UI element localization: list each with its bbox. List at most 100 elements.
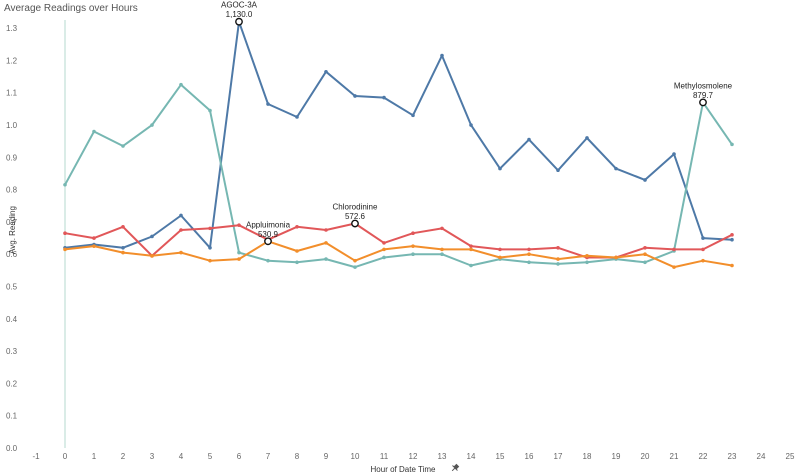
- x-tick-label: 9: [324, 452, 329, 461]
- data-point: [92, 244, 96, 248]
- data-point: [614, 255, 618, 260]
- x-tick-label: 3: [150, 452, 155, 461]
- data-point: [411, 231, 415, 236]
- x-tick-label: 11: [380, 452, 389, 461]
- x-tick-label: 5: [208, 452, 213, 461]
- data-point: [730, 237, 734, 242]
- data-point: [643, 178, 647, 182]
- y-tick-label: 1.1: [6, 89, 18, 98]
- x-tick-label: 25: [786, 452, 795, 461]
- data-point: [527, 252, 531, 257]
- data-point: [643, 260, 647, 265]
- pin-icon: [451, 463, 460, 472]
- x-tick-label: 1: [92, 452, 97, 461]
- data-point: [672, 247, 676, 252]
- data-point: [556, 262, 560, 266]
- data-point: [498, 255, 502, 260]
- data-point: [179, 213, 183, 218]
- data-point: [672, 265, 676, 269]
- data-point: [411, 113, 415, 118]
- x-tick-label: 23: [728, 452, 737, 461]
- y-tick-label: 0.7: [6, 218, 18, 227]
- data-point: [324, 257, 328, 261]
- data-point: [179, 82, 183, 87]
- x-tick-label: 14: [467, 452, 476, 461]
- y-tick-label: 0.8: [6, 186, 18, 195]
- y-tick-label: 0.6: [6, 250, 18, 259]
- data-point: [295, 115, 299, 119]
- data-point: [614, 166, 618, 171]
- y-axis-label: Avg. Reading: [8, 206, 17, 254]
- data-point: [237, 250, 241, 255]
- annotation-value: 1,130.0: [226, 10, 253, 19]
- data-point: [585, 260, 589, 265]
- annotation-value: 572.6: [345, 212, 366, 221]
- y-tick-label: 1.0: [6, 121, 18, 130]
- data-point: [440, 252, 444, 257]
- x-tick-label: 19: [612, 452, 621, 461]
- data-point: [643, 245, 647, 250]
- x-tick-label: 6: [237, 452, 242, 461]
- y-tick-label: 1.3: [6, 24, 18, 33]
- data-point: [556, 245, 560, 250]
- data-point: [701, 236, 705, 240]
- series-line-0: [64, 20, 733, 249]
- x-tick-label: -1: [32, 452, 40, 461]
- data-point: [208, 258, 212, 263]
- data-point: [527, 247, 531, 252]
- x-tick-label: 2: [121, 452, 126, 461]
- data-point: [63, 247, 67, 252]
- data-point: [440, 226, 444, 231]
- annotation-value: 879.7: [693, 91, 714, 100]
- annotation-name: Methylosmolene: [674, 81, 733, 90]
- x-tick-label: 0: [63, 452, 68, 461]
- annotation-name: Chlorodinine: [333, 203, 378, 212]
- data-point: [121, 144, 125, 148]
- y-tick-label: 0.3: [6, 347, 18, 356]
- series-line-1: [64, 83, 733, 269]
- data-point: [266, 258, 270, 263]
- y-tick-label: 0.4: [6, 315, 18, 324]
- data-point: [92, 129, 96, 134]
- y-tick-label: 0.1: [6, 412, 18, 421]
- data-point: [208, 245, 212, 250]
- annotation-marker: [699, 98, 707, 107]
- data-point: [179, 228, 183, 232]
- annotation-name: Appluimonia: [246, 220, 291, 229]
- data-point: [63, 231, 67, 236]
- data-point: [121, 245, 125, 250]
- data-point: [440, 53, 444, 58]
- data-point: [585, 136, 589, 140]
- data-point: [150, 234, 154, 239]
- data-point: [63, 182, 67, 187]
- x-tick-label: 15: [496, 452, 505, 461]
- data-point: [411, 252, 415, 257]
- data-point: [730, 142, 734, 147]
- series-line-2: [64, 222, 733, 259]
- data-point: [353, 258, 357, 263]
- data-point: [121, 224, 125, 229]
- data-point: [672, 152, 676, 156]
- annotation-marker: [264, 237, 272, 246]
- annotation-marker: [235, 17, 243, 26]
- data-point: [353, 94, 357, 98]
- x-tick-label: 16: [525, 452, 534, 461]
- data-point: [382, 247, 386, 252]
- series-line-3: [64, 240, 733, 269]
- data-point: [411, 244, 415, 248]
- data-point: [382, 95, 386, 100]
- data-point: [324, 241, 328, 245]
- data-point: [556, 168, 560, 173]
- data-point: [150, 123, 154, 127]
- annotation-marker: [351, 219, 359, 228]
- chart-title: Average Readings over Hours: [4, 3, 138, 14]
- data-point: [295, 224, 299, 229]
- x-tick-label: 18: [583, 452, 592, 461]
- annotation-value: 530.9: [258, 230, 279, 239]
- x-tick-label: 22: [699, 452, 708, 461]
- data-point: [121, 250, 125, 255]
- data-point: [527, 137, 531, 142]
- data-point: [498, 166, 502, 171]
- data-point: [324, 228, 328, 232]
